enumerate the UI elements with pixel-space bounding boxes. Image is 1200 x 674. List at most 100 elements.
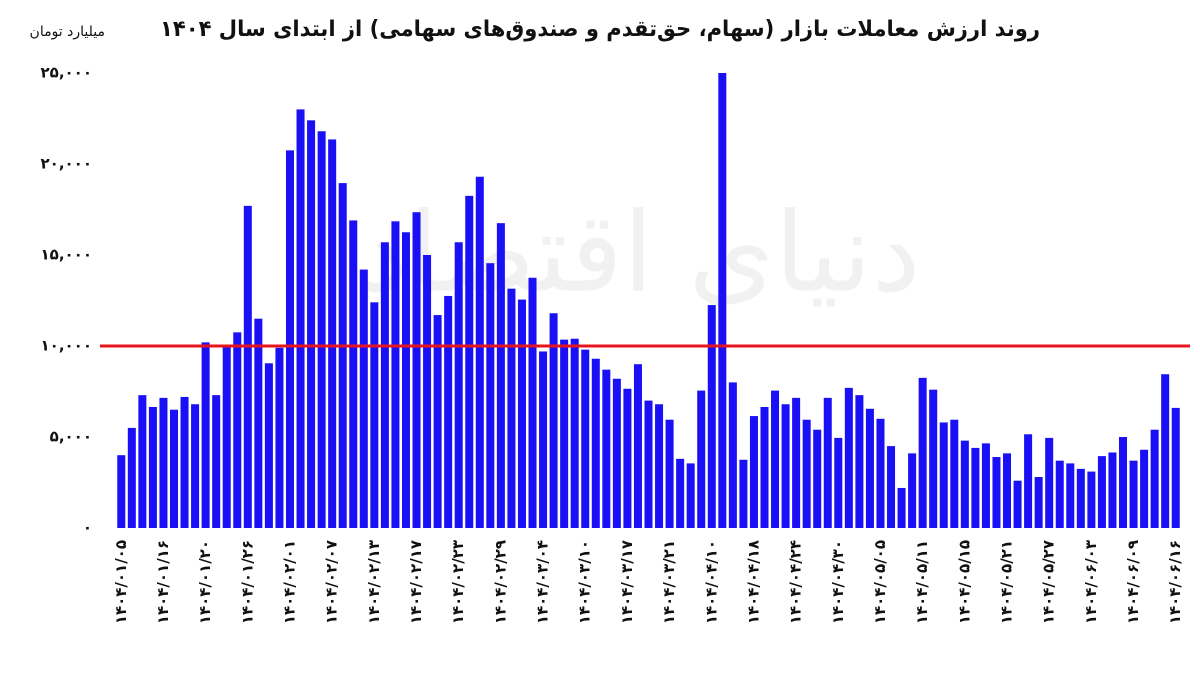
- bar: [517, 299, 526, 528]
- bar: [960, 440, 969, 528]
- x-tick-label: ۱۴۰۴/۰۱/۲۰: [196, 540, 214, 624]
- x-tick-label: ۱۴۰۴/۰۲/۲۹: [491, 540, 509, 624]
- bar: [1161, 374, 1170, 528]
- bar: [749, 416, 758, 528]
- bar: [697, 390, 706, 528]
- bar: [591, 358, 600, 528]
- bar: [528, 277, 537, 528]
- bar: [380, 242, 389, 528]
- bar: [275, 347, 284, 528]
- bar: [950, 419, 959, 528]
- bar: [929, 389, 938, 528]
- bar: [581, 349, 590, 528]
- bar: [307, 120, 316, 528]
- bar: [148, 406, 157, 528]
- chart-title: روند ارزش معاملات بازار (سهام، حق‌تقدم و…: [160, 17, 1040, 42]
- bar: [433, 315, 442, 528]
- bar: [401, 232, 410, 528]
- bar: [1171, 407, 1180, 528]
- bar: [981, 443, 990, 528]
- bar: [1097, 456, 1106, 528]
- bar: [707, 305, 716, 528]
- bar: [718, 73, 727, 528]
- x-tick-label: ۱۴۰۴/۰۲/۲۳: [449, 540, 467, 624]
- bar: [338, 183, 347, 529]
- bar: [349, 220, 358, 529]
- bar: [328, 139, 337, 528]
- x-tick-label: ۱۴۰۴/۰۱/۱۶: [154, 540, 172, 624]
- watermark: دنیای اقتصاد: [359, 188, 921, 316]
- x-tick-label: ۱۴۰۴/۰۲/۱۳: [365, 540, 383, 624]
- bar: [676, 458, 685, 528]
- bar: [117, 455, 126, 528]
- bar: [264, 363, 273, 528]
- bar: [1076, 468, 1085, 528]
- bar: [412, 212, 421, 529]
- bar: [496, 223, 505, 528]
- bar: [423, 255, 432, 528]
- x-tick-label: ۱۴۰۴/۰۲/۰۱: [280, 540, 298, 624]
- x-tick-label: ۱۴۰۴/۰۳/۱۷: [618, 540, 636, 624]
- bar: [1045, 437, 1054, 528]
- bar: [992, 457, 1001, 528]
- bar: [475, 176, 484, 529]
- bar: [201, 342, 210, 528]
- bar: [792, 397, 801, 528]
- bar: [665, 419, 674, 528]
- x-tick-label: ۱۴۰۴/۰۵/۲۱: [998, 540, 1016, 624]
- bar: [539, 351, 548, 528]
- y-tick-label: ۱۰,۰۰۰: [41, 337, 92, 355]
- bar: [1066, 463, 1075, 528]
- y-axis-label: میلیارد تومان: [30, 24, 105, 40]
- bar: [728, 382, 737, 528]
- x-tick-label: ۱۴۰۴/۰۵/۲۷: [1040, 540, 1058, 624]
- x-tick-label: ۱۴۰۴/۰۵/۱۵: [955, 540, 973, 624]
- bar: [465, 195, 474, 528]
- bar: [865, 408, 874, 528]
- bar: [296, 109, 305, 529]
- bar: [1140, 449, 1149, 528]
- bar: [359, 269, 368, 528]
- bar: [813, 429, 822, 528]
- bar: [602, 369, 611, 528]
- bar: [739, 459, 748, 528]
- bar: [939, 422, 948, 528]
- bar: [1129, 460, 1138, 528]
- bar: [560, 339, 569, 528]
- x-tick-label: ۱۴۰۴/۰۶/۱۶: [1166, 540, 1184, 624]
- x-tick-label: ۱۴۰۴/۰۳/۰۴: [534, 540, 552, 624]
- bar: [1034, 477, 1043, 528]
- bar: [212, 395, 221, 528]
- bar: [285, 150, 294, 528]
- bar: [623, 388, 632, 528]
- bar: [1118, 437, 1128, 528]
- bar: [655, 404, 664, 528]
- x-tick-label: ۱۴۰۴/۰۱/۰۵: [112, 540, 130, 624]
- bar: [834, 437, 843, 528]
- x-tick-label: ۱۴۰۴/۰۲/۱۷: [407, 540, 425, 624]
- bar: [1150, 429, 1159, 528]
- x-tick-label: ۱۴۰۴/۰۴/۱۸: [744, 540, 762, 624]
- y-tick-label: ۵,۰۰۰: [50, 428, 92, 446]
- bar: [686, 463, 695, 528]
- bar: [918, 377, 927, 528]
- y-tick-label: ۰: [83, 519, 92, 537]
- x-tick-label: ۱۴۰۴/۰۴/۳۰: [829, 540, 847, 624]
- bar: [823, 397, 832, 528]
- bar: [127, 427, 136, 528]
- bar: [180, 396, 189, 528]
- bar: [612, 378, 621, 528]
- bar: [1013, 480, 1022, 528]
- bar: [760, 406, 769, 528]
- bar: [802, 419, 811, 528]
- x-tick-label: ۱۴۰۴/۰۶/۰۳: [1082, 540, 1100, 624]
- bar: [159, 397, 168, 528]
- bar: [243, 205, 252, 529]
- bar: [876, 418, 885, 528]
- bar: [444, 295, 453, 528]
- bar: [971, 447, 980, 528]
- bar: [222, 345, 231, 528]
- bar: [771, 390, 780, 528]
- bar: [507, 288, 516, 528]
